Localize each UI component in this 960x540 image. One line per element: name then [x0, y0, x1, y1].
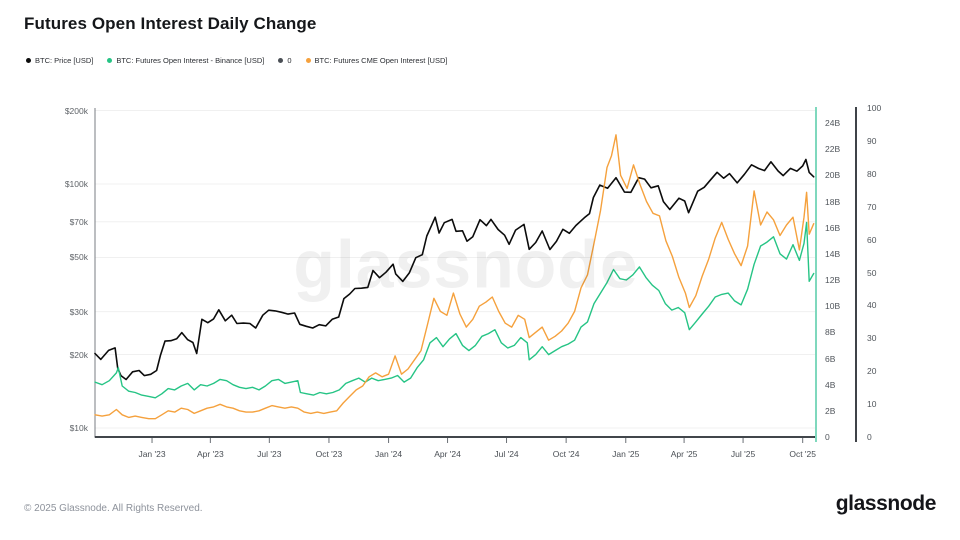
- legend-item-label: BTC: Futures Open Interest - Binance [US…: [116, 56, 265, 65]
- y-axis-left-label: $100k: [64, 179, 88, 189]
- x-axis-label: Jan '24: [374, 449, 403, 459]
- y-axis-oi-label: 0: [825, 432, 830, 442]
- y-axis-oi-label: 4B: [825, 379, 836, 390]
- legend-item-3[interactable]: BTC: Futures CME Open Interest [USD]: [305, 56, 448, 65]
- y-axis-aux-label: 100: [867, 103, 882, 113]
- legend-dot-icon: [305, 58, 311, 63]
- legend-dot-icon: [278, 58, 284, 63]
- oi-line: [94, 221, 815, 399]
- y-axis-oi-label: 16B: [825, 222, 841, 233]
- x-axis-label: Apr '23: [197, 449, 224, 459]
- legend-item-label: BTC: Price [USD]: [35, 56, 94, 65]
- y-axis-oi-label: 12B: [825, 275, 841, 285]
- x-axis-label: Jan '25: [612, 449, 640, 459]
- y-axis-aux-label: 80: [867, 168, 877, 179]
- legend-item-1[interactable]: BTC: Futures Open Interest - Binance [US…: [107, 56, 264, 65]
- legend-dot-icon: [107, 58, 113, 63]
- y-axis-left-label: $50k: [69, 252, 88, 263]
- y-axis-aux-label: 90: [867, 135, 877, 146]
- y-axis-oi-label: 18B: [825, 196, 841, 207]
- copyright-text: © 2025 Glassnode. All Rights Reserved.: [24, 503, 203, 514]
- x-axis-label: Jul '23: [257, 449, 282, 459]
- y-axis-left-label: $200k: [64, 105, 88, 116]
- x-axis-label: Jul '24: [494, 449, 519, 459]
- y-axis-oi-label: 24B: [825, 118, 841, 128]
- oi-line: [94, 134, 815, 420]
- y-axis-oi-label: 22B: [825, 144, 841, 155]
- legend-item-label: BTC: Futures CME Open Interest [USD]: [314, 56, 448, 65]
- y-axis-oi-label: 2B: [825, 405, 836, 416]
- page-title: Futures Open Interest Daily Change: [24, 14, 317, 33]
- y-axis-oi-label: 8B: [825, 327, 836, 338]
- x-axis-label: Jan '23: [138, 449, 166, 459]
- x-axis-label: Apr '24: [434, 449, 461, 459]
- y-axis-oi-label: 10B: [825, 301, 841, 312]
- y-axis-aux-label: 70: [867, 201, 877, 212]
- y-axis-left-label: $70k: [69, 216, 88, 227]
- y-axis-aux-label: 20: [867, 366, 877, 377]
- y-axis-aux-label: 40: [867, 300, 877, 311]
- x-axis-label: Oct '23: [315, 449, 343, 459]
- legend: BTC: Price [USD] BTC: Futures Open Intere…: [26, 56, 447, 65]
- y-axis-left-label: $20k: [69, 349, 88, 360]
- y-axis-aux-label: 60: [867, 234, 877, 245]
- y-axis-aux-label: 30: [867, 333, 877, 344]
- legend-dot-icon: [26, 58, 31, 63]
- y-axis-aux-label: 10: [867, 399, 877, 410]
- y-axis-oi-label: 14B: [825, 248, 841, 259]
- y-axis-left-label: $30k: [69, 306, 88, 317]
- price-line: [94, 158, 815, 381]
- legend-item-label: 0: [287, 56, 292, 65]
- x-axis-label: Jul '25: [730, 449, 756, 459]
- y-axis-aux-label: 50: [867, 267, 877, 278]
- x-axis-label: Oct '25: [789, 449, 817, 459]
- legend-item-0[interactable]: BTC: Price [USD]: [26, 56, 93, 65]
- x-axis-label: Apr '25: [670, 449, 698, 459]
- legend-item-2[interactable]: 0: [278, 56, 292, 65]
- y-axis-oi-label: 6B: [825, 353, 836, 364]
- y-axis-aux-label: 0: [867, 432, 872, 442]
- y-axis-left-label: $10k: [69, 423, 88, 433]
- glassnode-logo: glassnode: [835, 492, 937, 515]
- x-axis-label: Oct '24: [552, 449, 580, 459]
- y-axis-oi-label: 20B: [825, 170, 841, 181]
